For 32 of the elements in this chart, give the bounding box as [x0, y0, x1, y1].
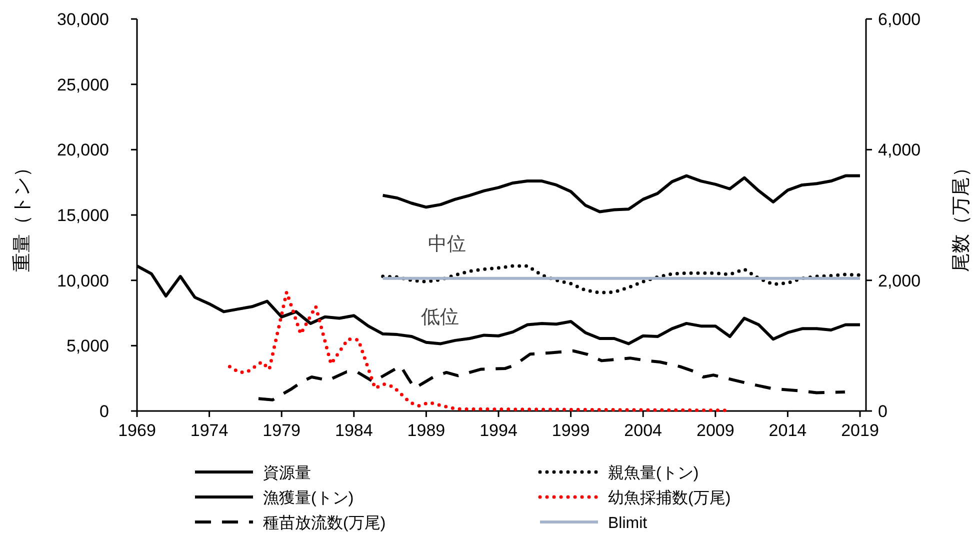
y-tick-label: 30,000 [57, 10, 109, 29]
legend-label: 親魚量(トン) [608, 464, 699, 482]
x-tick-label: 1994 [480, 421, 518, 440]
x-tick-label: 1989 [407, 421, 446, 440]
legend-label: Blimit [608, 515, 648, 532]
y-tick-label: 25,000 [57, 75, 109, 94]
x-tick-label: 2019 [841, 421, 879, 440]
y-axis-title: 重量（トン） [12, 158, 33, 272]
y2-tick-label: 6,000 [878, 10, 921, 29]
y-tick-label: 20,000 [57, 140, 109, 160]
legend-label: 資源量 [263, 465, 311, 482]
legend-label: 幼魚採捕数(万尾) [608, 489, 731, 507]
x-tick-label: 1984 [334, 421, 373, 440]
x-tick-label: 1969 [118, 421, 156, 440]
legend-label: 種苗放流数(万尾) [263, 514, 386, 532]
y-tick-label: 10,000 [57, 271, 109, 290]
y-tick-label: 15,000 [57, 206, 109, 225]
y2-axis-title: 尾数（万尾） [951, 158, 972, 272]
y-tick-label: 0 [100, 402, 109, 421]
y2-tick-label: 4,000 [878, 140, 921, 160]
y2-tick-label: 2,000 [878, 271, 921, 290]
y-tick-label: 5,000 [66, 336, 109, 356]
x-tick-label: 1979 [262, 421, 301, 440]
x-tick-label: 1974 [190, 421, 228, 440]
annotation: 低位 [421, 307, 459, 328]
x-tick-label: 1999 [552, 421, 590, 440]
legend-label: 漁獲量(トン) [263, 490, 354, 507]
x-tick-label: 2014 [768, 421, 807, 440]
y2-tick-label: 0 [878, 402, 888, 421]
x-tick-label: 2009 [696, 421, 734, 440]
annotation: 中位 [428, 234, 466, 255]
x-tick-label: 2004 [624, 421, 662, 440]
